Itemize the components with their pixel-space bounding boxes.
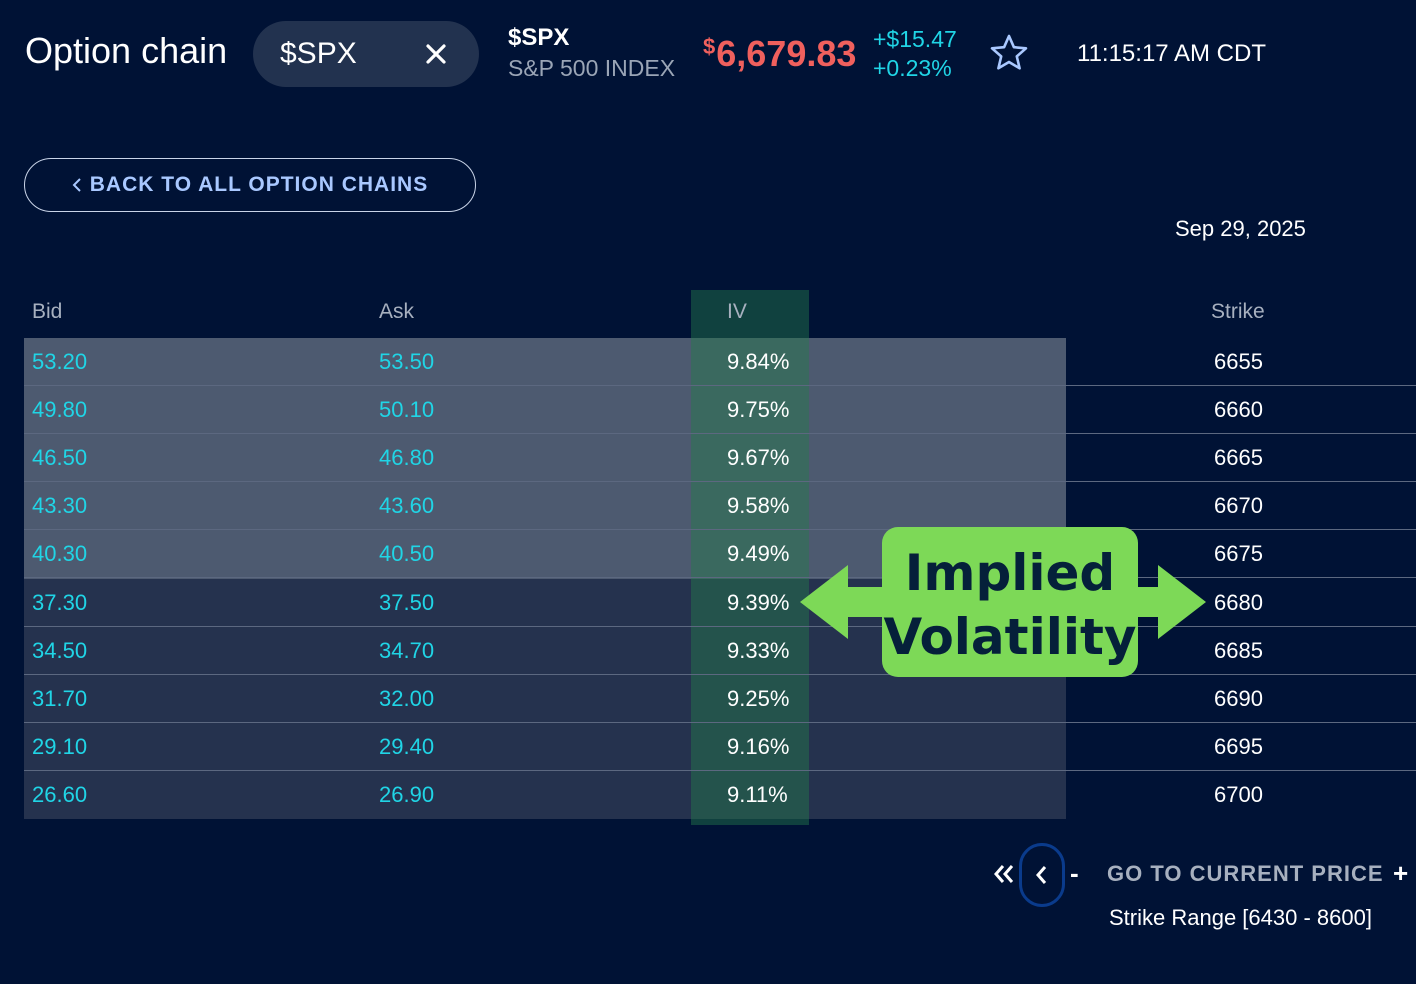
- bid-cell[interactable]: 31.70: [32, 686, 88, 711]
- ask-cell[interactable]: 50.10: [379, 397, 435, 422]
- iv-cell: 9.25%: [727, 686, 790, 711]
- back-button-label: BACK TO ALL OPTION CHAINS: [89, 173, 429, 196]
- price-value: 6,679.83: [716, 33, 857, 74]
- callout-label: Implied Volatility: [882, 541, 1138, 669]
- page-title: Option chain: [25, 30, 228, 71]
- iv-cell: 9.58%: [727, 493, 790, 518]
- ask-cell[interactable]: 34.70: [379, 638, 435, 663]
- iv-cell: 9.33%: [727, 638, 790, 663]
- strike-cell: 6690: [1214, 686, 1263, 711]
- column-header-bid[interactable]: Bid: [32, 300, 63, 323]
- bid-cell[interactable]: 26.60: [32, 782, 88, 807]
- strike-cell: 6655: [1214, 349, 1263, 374]
- strike-cell: 6685: [1214, 638, 1263, 663]
- callout-box: Implied Volatility: [882, 527, 1138, 677]
- iv-cell: 9.75%: [727, 397, 790, 422]
- bid-cell[interactable]: 49.80: [32, 397, 88, 422]
- iv-cell: 9.67%: [727, 445, 790, 470]
- table-row[interactable]: 53.20 53.50 9.84% 6655: [24, 338, 1416, 386]
- quote-change-percent: +0.23%: [873, 55, 952, 81]
- bid-cell[interactable]: 43.30: [32, 493, 88, 518]
- bid-cell[interactable]: 37.30: [32, 590, 88, 615]
- currency-symbol: $: [703, 34, 716, 59]
- callout-line-2: Volatility: [883, 608, 1137, 666]
- go-to-current-price-button[interactable]: GO TO CURRENT PRICE: [1107, 861, 1384, 886]
- quote-price: $6,679.83: [703, 33, 856, 75]
- iv-cell: 9.84%: [727, 349, 790, 374]
- double-arrow-icon: [800, 565, 1206, 639]
- table-row[interactable]: 31.70 32.00 9.25% 6690: [24, 675, 1416, 723]
- star-icon[interactable]: [989, 33, 1029, 73]
- bid-cell[interactable]: 29.10: [32, 734, 88, 759]
- ask-cell[interactable]: 40.50: [379, 541, 435, 566]
- table-row[interactable]: 26.60 26.90 9.11% 6700: [24, 771, 1416, 819]
- strike-cell: 6675: [1214, 541, 1263, 566]
- ask-cell[interactable]: 37.50: [379, 590, 435, 615]
- bid-cell[interactable]: 34.50: [32, 638, 88, 663]
- strike-cell: 6680: [1214, 590, 1263, 615]
- strike-range-label: Strike Range [6430 - 8600]: [1109, 905, 1372, 930]
- table-row[interactable]: 34.50 34.70 9.33% 6685: [24, 627, 1416, 675]
- ask-cell[interactable]: 32.00: [379, 686, 435, 711]
- strike-cell: 6660: [1214, 397, 1263, 422]
- iv-column-highlight: [691, 290, 809, 825]
- bid-cell[interactable]: 53.20: [32, 349, 88, 374]
- callout-line-1: Implied: [904, 544, 1116, 602]
- symbol-search-field[interactable]: $SPX: [253, 21, 479, 87]
- previous-page-button[interactable]: [1019, 843, 1065, 907]
- ask-cell[interactable]: 26.90: [379, 782, 435, 807]
- table-row[interactable]: 49.80 50.10 9.75% 6660: [24, 386, 1416, 434]
- zoom-in-strikes-button[interactable]: +: [1393, 858, 1409, 888]
- market-time: 11:15:17 AM CDT: [1077, 40, 1266, 67]
- implied-volatility-callout: Implied Volatility: [800, 527, 1210, 679]
- close-icon[interactable]: [425, 43, 447, 65]
- table-row[interactable]: 43.30 43.60 9.58% 6670: [24, 482, 1416, 530]
- bid-cell[interactable]: 46.50: [32, 445, 88, 470]
- ask-cell[interactable]: 43.60: [379, 493, 435, 518]
- table-row[interactable]: 37.30 37.50 9.39% 6680: [24, 579, 1416, 627]
- strike-cell: 6665: [1214, 445, 1263, 470]
- strike-cell: 6700: [1214, 782, 1263, 807]
- quote-symbol: $SPX: [508, 24, 570, 51]
- iv-cell: 9.39%: [727, 590, 790, 615]
- back-to-all-chains-button[interactable]: BACK TO ALL OPTION CHAINS: [24, 158, 476, 212]
- ask-cell[interactable]: 46.80: [379, 445, 435, 470]
- zoom-out-strikes-button[interactable]: -: [1070, 858, 1079, 888]
- expiration-date: Sep 29, 2025: [1175, 216, 1306, 241]
- column-header-strike[interactable]: Strike: [1211, 300, 1265, 323]
- quote-change: +$15.47: [873, 26, 957, 52]
- iv-cell: 9.49%: [727, 541, 790, 566]
- table-row[interactable]: 46.50 46.80 9.67% 6665: [24, 434, 1416, 482]
- table-row[interactable]: 29.10 29.40 9.16% 6695: [24, 723, 1416, 771]
- quote-name: S&P 500 INDEX: [508, 55, 676, 81]
- strike-cell: 6695: [1214, 734, 1263, 759]
- strike-cell: 6670: [1214, 493, 1263, 518]
- column-header-ask[interactable]: Ask: [379, 300, 415, 323]
- column-header-iv[interactable]: IV: [727, 300, 747, 323]
- iv-cell: 9.16%: [727, 734, 790, 759]
- iv-cell: 9.11%: [727, 782, 788, 807]
- symbol-input-value[interactable]: $SPX: [280, 37, 357, 70]
- chevron-left-icon: [72, 178, 81, 192]
- ask-cell[interactable]: 53.50: [379, 349, 435, 374]
- table-row[interactable]: 40.30 40.50 9.49% 6675: [24, 530, 1416, 578]
- double-chevron-left-icon[interactable]: [992, 860, 1016, 888]
- bid-cell[interactable]: 40.30: [32, 541, 88, 566]
- chevron-left-icon: [1036, 866, 1047, 884]
- ask-cell[interactable]: 29.40: [379, 734, 435, 759]
